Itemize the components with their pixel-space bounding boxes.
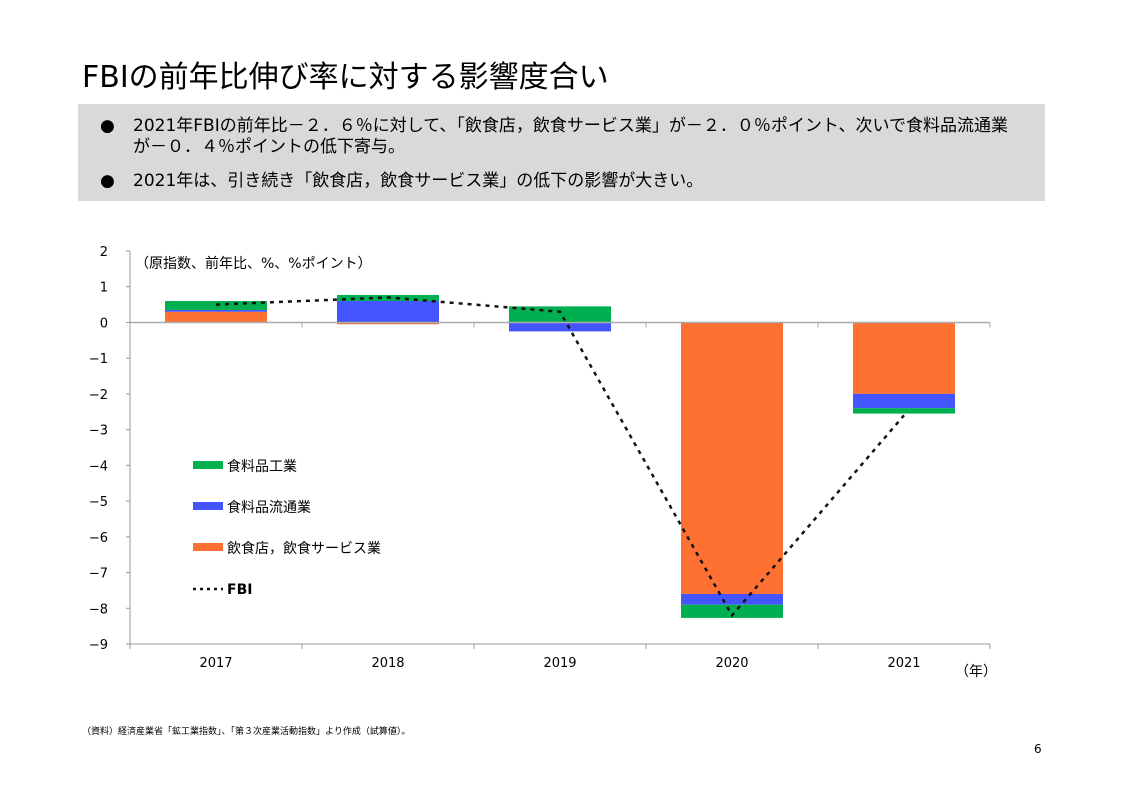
bar-食料品流通業-2019 — [509, 322, 611, 332]
x-tick-label: 2021 — [887, 656, 920, 671]
bullet-text-1: 2021年FBIの前年比－２．６％に対して、「飲食店，飲食サービス業」が－２．０… — [133, 116, 1009, 157]
legend-swatch — [193, 543, 223, 551]
bar-飲食店，飲食サービス業-2017 — [165, 311, 267, 323]
legend-label: FBI — [227, 582, 252, 598]
bar-食料品流通業-2017 — [165, 309, 267, 312]
bar-食料品工業-2020 — [681, 604, 783, 618]
legend-swatch — [193, 461, 223, 469]
bar-飲食店，飲食サービス業-2021 — [853, 322, 955, 394]
legend-label: 飲食店，飲食サービス業 — [227, 540, 381, 557]
y-tick-label: −8 — [89, 602, 108, 617]
legend-label: 食料品流通業 — [227, 499, 311, 516]
x-tick-label: 2018 — [371, 656, 404, 671]
bullet-text-2: 2021年は、引き続き「飲食店，飲食サービス業」の低下の影響が大きい。 — [133, 171, 704, 191]
legend-swatch — [193, 502, 223, 510]
unit-label: （原指数、前年比、%、%ポイント） — [135, 255, 372, 272]
source-note: （資料）経済産業省「鉱工業指数」、「第３次産業活動指数」より作成（試算値）。 — [82, 727, 411, 737]
bar-食料品工業-2017 — [165, 301, 267, 310]
x-tick-label: 2019 — [543, 656, 576, 671]
y-tick-label: −5 — [89, 495, 108, 510]
bar-食料品流通業-2020 — [681, 593, 783, 605]
y-tick-label: −2 — [89, 388, 108, 403]
y-tick-label: −3 — [89, 424, 108, 439]
bullet-mark: ● — [100, 116, 115, 136]
y-tick-label: 2 — [100, 245, 108, 260]
bullet-mark: ● — [100, 171, 115, 191]
bar-食料品流通業-2021 — [853, 393, 955, 409]
bar-食料品工業-2021 — [853, 408, 955, 414]
fbi-line — [215, 296, 905, 618]
y-tick-label: −1 — [89, 352, 108, 367]
summary-box: ● 2021年FBIの前年比－２．６％に対して、「飲食店，飲食サービス業」が－２… — [78, 104, 1045, 201]
x-tick-label: 2017 — [199, 656, 232, 671]
x-axis-label: （年） — [955, 664, 997, 680]
bar-飲食店，飲食サービス業-2020 — [681, 322, 783, 594]
bar-chart: （原指数、前年比、%、%ポイント） （年） 2 1 0 −1 −2 −3 −4 −5 −6 −7 −… — [89, 245, 997, 680]
y-tick-label: −4 — [89, 459, 108, 474]
bar-食料品工業-2019 — [509, 306, 611, 323]
y-tick-label: 1 — [100, 281, 108, 296]
bar-飲食店，飲食サービス業-2018 — [337, 322, 439, 325]
bar-食料品流通業-2018 — [337, 301, 439, 323]
legend-label: 食料品工業 — [227, 458, 297, 475]
y-tick-label: −7 — [89, 567, 108, 582]
y-tick-label: −9 — [89, 638, 108, 653]
y-tick-label: 0 — [100, 316, 108, 331]
page-title: FBIの前年比伸び率に対する影響度合い — [82, 60, 609, 95]
page-number: 6 — [1034, 742, 1042, 756]
x-tick-label: 2020 — [715, 656, 748, 671]
y-tick-label: −6 — [89, 531, 108, 546]
